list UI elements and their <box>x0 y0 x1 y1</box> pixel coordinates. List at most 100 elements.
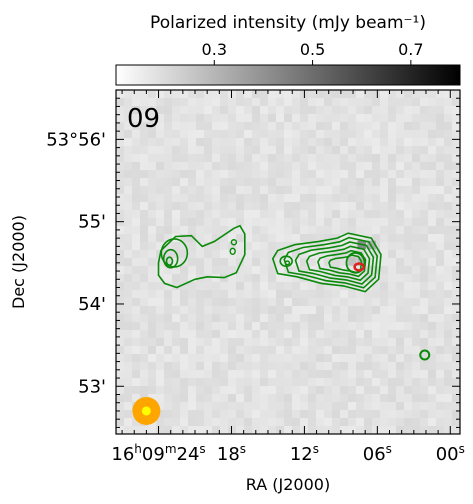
noise-pixel <box>404 370 413 379</box>
noise-pixel <box>356 218 365 227</box>
noise-pixel <box>124 418 133 427</box>
noise-pixel <box>156 298 165 307</box>
noise-pixel <box>284 210 293 219</box>
noise-pixel <box>156 354 165 363</box>
noise-pixel <box>444 98 453 107</box>
noise-pixel <box>420 266 429 275</box>
noise-pixel <box>268 426 277 434</box>
noise-pixel <box>180 114 189 123</box>
noise-pixel <box>196 162 205 171</box>
x-tick-label: 00s <box>436 442 465 465</box>
noise-pixel <box>340 218 349 227</box>
noise-pixel <box>140 138 149 147</box>
noise-pixel <box>348 130 357 139</box>
colorbar-tick-label: 0.5 <box>300 40 325 59</box>
noise-pixel <box>124 162 133 171</box>
noise-pixel <box>212 426 221 434</box>
noise-pixel <box>380 298 389 307</box>
noise-pixel <box>436 266 445 275</box>
noise-pixel <box>428 378 437 387</box>
noise-pixel <box>164 306 173 315</box>
noise-pixel <box>148 178 157 187</box>
noise-pixel <box>324 146 333 155</box>
noise-pixel <box>140 298 149 307</box>
noise-pixel <box>340 130 349 139</box>
noise-pixel <box>260 138 269 147</box>
noise-pixel <box>308 202 317 211</box>
noise-pixel <box>452 402 460 411</box>
noise-pixel <box>292 210 301 219</box>
noise-pixel <box>180 354 189 363</box>
noise-pixel <box>428 362 437 371</box>
noise-pixel <box>164 186 173 195</box>
noise-pixel <box>452 186 460 195</box>
noise-pixel <box>156 122 165 131</box>
noise-pixel <box>420 242 429 251</box>
noise-pixel <box>204 114 213 123</box>
noise-pixel <box>172 274 181 283</box>
noise-pixel <box>452 194 460 203</box>
noise-pixel <box>388 354 397 363</box>
noise-pixel <box>284 274 293 283</box>
noise-pixel <box>268 178 277 187</box>
noise-pixel <box>316 234 325 243</box>
noise-pixel <box>236 266 245 275</box>
noise-pixel <box>436 226 445 235</box>
noise-pixel <box>164 378 173 387</box>
noise-pixel <box>140 106 149 115</box>
noise-pixel <box>156 210 165 219</box>
noise-pixel <box>380 410 389 419</box>
noise-pixel <box>212 290 221 299</box>
noise-pixel <box>148 386 157 395</box>
noise-pixel <box>252 130 261 139</box>
noise-pixel <box>396 202 405 211</box>
noise-pixel <box>316 250 325 259</box>
noise-pixel <box>388 410 397 419</box>
noise-pixel <box>324 370 333 379</box>
noise-pixel <box>388 298 397 307</box>
noise-pixel <box>420 362 429 371</box>
noise-pixel <box>188 242 197 251</box>
noise-pixel <box>244 290 253 299</box>
noise-pixel <box>372 274 381 283</box>
noise-pixel <box>284 234 293 243</box>
y-tick-label: 53°56' <box>46 129 106 150</box>
noise-pixel <box>404 138 413 147</box>
noise-pixel <box>364 258 373 267</box>
noise-pixel <box>404 266 413 275</box>
noise-pixel <box>396 322 405 331</box>
noise-pixel <box>364 410 373 419</box>
noise-pixel <box>396 266 405 275</box>
noise-pixel <box>116 250 125 259</box>
y-tick-label: 54' <box>78 294 106 315</box>
noise-pixel <box>380 274 389 283</box>
noise-pixel <box>292 402 301 411</box>
noise-pixel <box>204 106 213 115</box>
noise-pixel <box>284 226 293 235</box>
noise-pixel <box>332 186 341 195</box>
noise-pixel <box>220 418 229 427</box>
noise-pixel <box>172 386 181 395</box>
noise-pixel <box>236 114 245 123</box>
noise-pixel <box>180 202 189 211</box>
noise-pixel <box>420 226 429 235</box>
noise-pixel <box>348 306 357 315</box>
noise-pixel <box>276 402 285 411</box>
noise-pixel <box>404 410 413 419</box>
noise-pixel <box>300 154 309 163</box>
noise-pixel <box>396 330 405 339</box>
noise-pixel <box>420 314 429 323</box>
noise-pixel <box>404 298 413 307</box>
noise-pixel <box>236 210 245 219</box>
noise-pixel <box>388 386 397 395</box>
noise-pixel <box>188 258 197 267</box>
noise-pixel <box>180 402 189 411</box>
noise-pixel <box>196 266 205 275</box>
noise-pixel <box>316 322 325 331</box>
noise-pixel <box>420 170 429 179</box>
noise-pixel <box>436 90 445 99</box>
noise-pixel <box>164 98 173 107</box>
noise-pixel <box>188 362 197 371</box>
noise-pixel <box>212 194 221 203</box>
noise-pixel <box>196 298 205 307</box>
